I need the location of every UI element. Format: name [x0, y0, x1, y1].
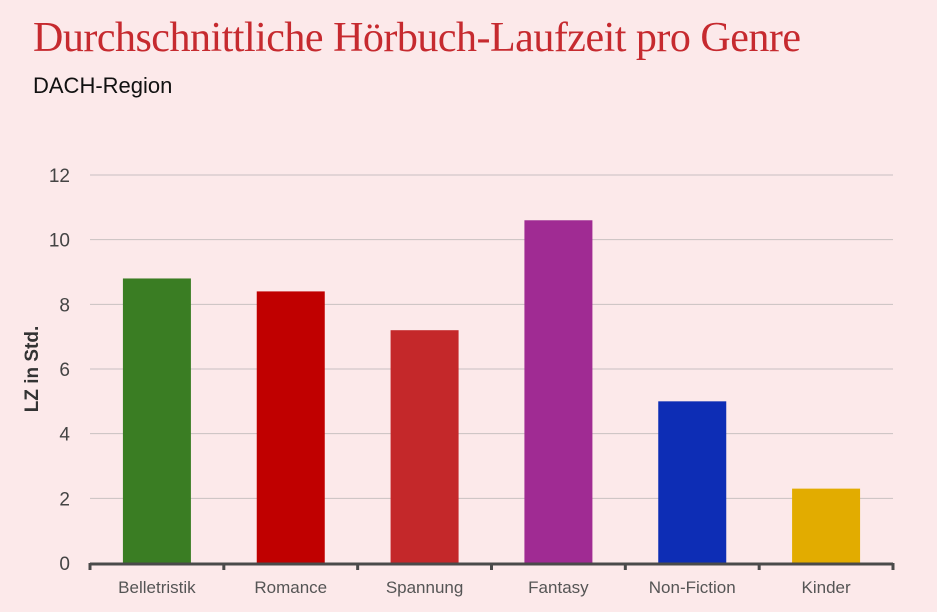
bar-spannung [390, 330, 459, 563]
bar-fantasy [524, 220, 593, 563]
y-axis-label: LZ in Std. [22, 326, 43, 413]
bar-kinder [792, 488, 861, 563]
y-tick-label: 0 [59, 554, 70, 575]
x-tick-label: Non-Fiction [649, 578, 736, 597]
y-tick-label: 12 [49, 166, 70, 187]
bar-romance [256, 291, 325, 563]
x-tick-label: Fantasy [528, 578, 589, 597]
bar-belletristik [122, 278, 191, 563]
x-tick-label: Spannung [386, 578, 464, 597]
y-tick-label: 6 [59, 360, 70, 381]
y-tick-label: 8 [59, 295, 70, 316]
x-tick-label: Belletristik [118, 578, 196, 597]
chart-subtitle: DACH-Region [33, 73, 173, 98]
bar-non-fiction [658, 401, 727, 563]
x-tick-label: Romance [254, 578, 327, 597]
y-tick-label: 10 [49, 231, 70, 252]
x-tick-label: Kinder [802, 578, 851, 597]
y-tick-label: 2 [59, 489, 70, 510]
y-tick-label: 4 [59, 425, 70, 446]
chart-title: Durchschnittliche Hörbuch-Laufzeit pro G… [33, 15, 801, 61]
